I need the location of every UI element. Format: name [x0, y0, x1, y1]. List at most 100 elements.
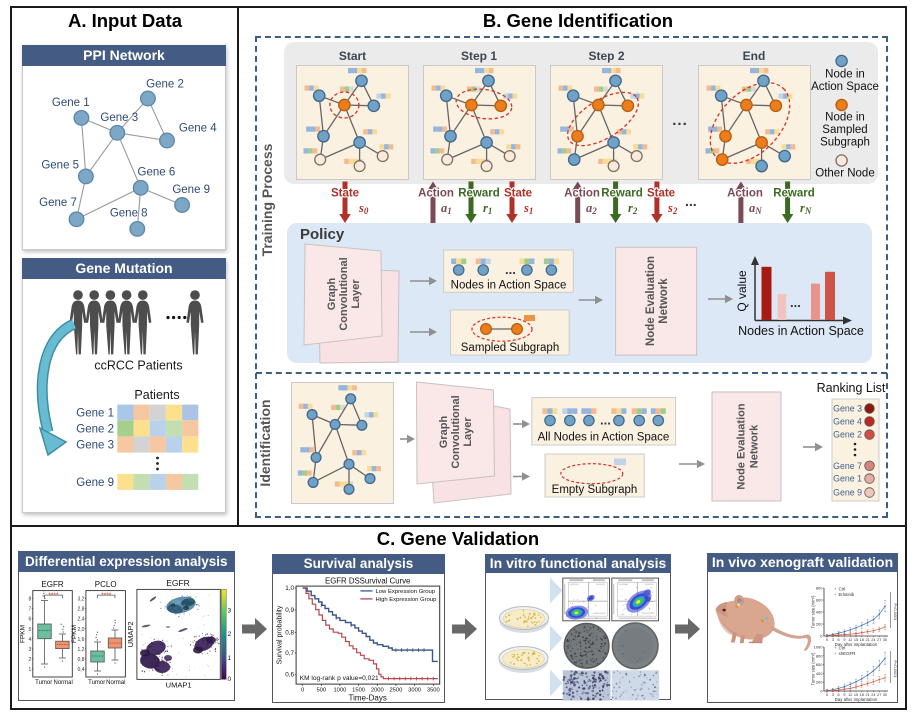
svg-text:1: 1: [227, 655, 231, 662]
svg-text:3: 3: [227, 608, 231, 615]
svg-text:3: 3: [832, 638, 834, 642]
svg-text:ccRCC Patients: ccRCC Patients: [94, 359, 182, 373]
svg-text:+: +: [834, 592, 837, 597]
svg-text:0: 0: [826, 638, 828, 642]
svg-text:EGFR: EGFR: [41, 580, 63, 589]
svg-text:P<0,0001: P<0,0001: [893, 603, 898, 621]
svg-text:Node in: Node in: [825, 112, 865, 124]
svg-text:State: State: [331, 188, 359, 200]
svg-text:2,8: 2,8: [77, 607, 84, 613]
svg-text:Empty Subgraph: Empty Subgraph: [552, 484, 638, 496]
svg-text:...: ...: [685, 193, 697, 209]
svg-text:Gene 1: Gene 1: [833, 474, 862, 484]
svg-text:21: 21: [865, 638, 869, 642]
svg-text:State: State: [504, 188, 532, 200]
svg-text:2,0: 2,0: [77, 627, 84, 633]
svg-text:State: State: [647, 188, 675, 200]
svg-text:Gene 9: Gene 9: [833, 488, 862, 498]
svg-text:Node in: Node in: [825, 69, 865, 81]
svg-text:500: 500: [317, 688, 327, 694]
svg-text:Gene 9: Gene 9: [172, 184, 210, 196]
svg-text:Survival probability: Survival probability: [277, 605, 284, 664]
svg-text:Ranking List: Ranking List: [817, 381, 886, 395]
svg-text:3: 3: [832, 693, 834, 697]
svg-text:s0: s0: [358, 201, 369, 216]
svg-text:a2: a2: [586, 201, 597, 216]
svg-text:Reward: Reward: [773, 188, 815, 200]
svg-text:+: +: [834, 651, 837, 656]
svg-text:Tumor size (mm³): Tumor size (mm³): [811, 595, 816, 628]
svg-text:Action: Action: [564, 188, 600, 200]
svg-text:0: 0: [227, 676, 231, 683]
svg-text:Gene 1: Gene 1: [52, 97, 90, 109]
svg-text:Tumor: Tumor: [88, 680, 105, 686]
svg-text:6: 6: [838, 693, 840, 697]
svg-text:Subgraph: Subgraph: [820, 137, 870, 149]
svg-text:Reward: Reward: [458, 188, 500, 200]
svg-text:24: 24: [871, 638, 875, 642]
svg-text:200: 200: [816, 622, 823, 627]
svg-text:Gene 1: Gene 1: [76, 407, 114, 419]
svg-text:Node Evaluation: Node Evaluation: [645, 256, 657, 346]
svg-text:200: 200: [816, 680, 823, 685]
svg-text:r2: r2: [628, 201, 638, 216]
svg-text:Convolutional: Convolutional: [338, 257, 350, 330]
svg-text:Patients: Patients: [134, 388, 179, 402]
svg-text:5: 5: [28, 627, 31, 633]
svg-text:+: +: [834, 587, 837, 592]
svg-text:30: 30: [883, 693, 887, 697]
svg-text:400: 400: [816, 671, 823, 676]
svg-text:Nodes in Action Space: Nodes in Action Space: [738, 324, 864, 338]
svg-text:Layer: Layer: [350, 279, 362, 309]
svg-text:Network: Network: [658, 278, 670, 324]
svg-text:FPKM: FPKM: [19, 625, 26, 643]
svg-text:2: 2: [28, 657, 31, 663]
svg-text:****: ****: [48, 592, 59, 599]
svg-text:shEGFR: shEGFR: [839, 651, 856, 656]
svg-text:Gene 3: Gene 3: [76, 440, 114, 452]
svg-text:Reward: Reward: [601, 188, 643, 200]
svg-text:400: 400: [816, 610, 823, 615]
svg-text:0,8: 0,8: [286, 629, 295, 636]
svg-text:12: 12: [848, 638, 852, 642]
svg-text:...: ...: [600, 413, 611, 428]
svg-text:EGFR: EGFR: [166, 578, 190, 588]
svg-text:All Nodes in Action Space: All Nodes in Action Space: [538, 432, 670, 444]
svg-text:Gene 4: Gene 4: [179, 123, 217, 135]
svg-text:Gene 3: Gene 3: [100, 112, 138, 124]
svg-text:Action Space: Action Space: [811, 81, 879, 93]
svg-text:2: 2: [227, 631, 231, 638]
svg-text:0: 0: [826, 693, 828, 697]
svg-text:Gene 2: Gene 2: [76, 423, 114, 435]
svg-text:Ctrl: Ctrl: [839, 587, 846, 592]
svg-text:800: 800: [816, 653, 823, 658]
svg-text:0,8: 0,8: [77, 657, 84, 663]
svg-text:1,2: 1,2: [77, 647, 84, 653]
svg-text:1000: 1000: [334, 688, 347, 694]
svg-text:18: 18: [860, 638, 864, 642]
svg-text:1,0: 1,0: [286, 585, 295, 592]
svg-text:Layer: Layer: [462, 417, 474, 447]
svg-text:Low Expression Group: Low Expression Group: [376, 589, 436, 595]
svg-text:3500: 3500: [427, 688, 440, 694]
svg-text:Tumor size (mm³): Tumor size (mm³): [811, 652, 816, 685]
svg-text:0,9: 0,9: [286, 607, 295, 614]
svg-text:1: 1: [28, 667, 31, 673]
svg-text:Ctrl: Ctrl: [839, 646, 846, 651]
svg-text:KM log-rank p value=0,021: KM log-rank p value=0,021: [300, 675, 379, 682]
svg-text:2000: 2000: [371, 688, 384, 694]
svg-text:Action: Action: [727, 188, 763, 200]
svg-text:+: +: [834, 646, 837, 651]
svg-text:0,4: 0,4: [77, 667, 84, 673]
svg-text:...: ...: [505, 262, 516, 277]
svg-text:2500: 2500: [390, 688, 403, 694]
svg-text:PCLO: PCLO: [94, 580, 116, 589]
svg-text:1500: 1500: [352, 688, 365, 694]
svg-text:6: 6: [838, 638, 840, 642]
svg-text:UMAP1: UMAP1: [165, 681, 191, 690]
svg-text:...: ...: [790, 295, 801, 310]
svg-text:15: 15: [854, 693, 858, 697]
svg-text:Gene 7: Gene 7: [39, 197, 77, 209]
svg-text:Action: Action: [418, 188, 454, 200]
svg-text:3000: 3000: [408, 688, 421, 694]
